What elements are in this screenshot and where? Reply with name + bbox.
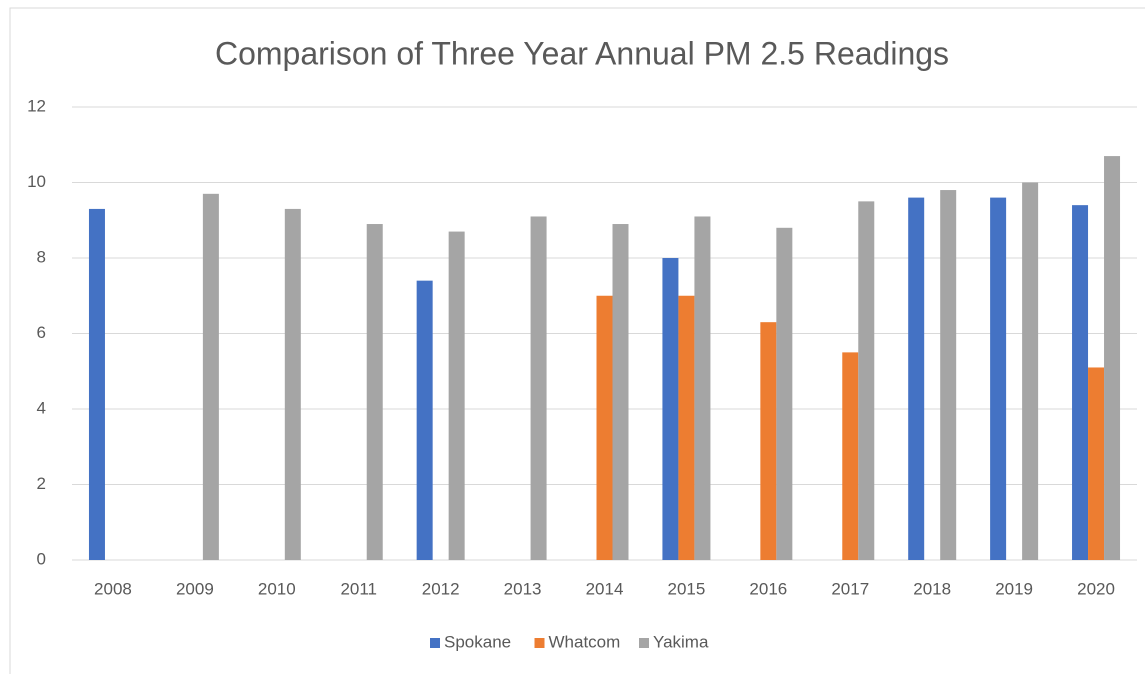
legend-swatch [639,638,649,648]
x-tick-label: 2009 [176,579,214,598]
bar [612,224,629,560]
bar [662,258,679,560]
bar [202,193,219,560]
x-tick-label: 2013 [504,579,542,598]
x-tick-label: 2008 [94,579,132,598]
bar [284,208,301,561]
y-tick-label: 10 [27,172,46,191]
chart-border [9,7,1145,674]
x-tick-label: 2012 [422,579,460,598]
bar [366,224,383,560]
x-tick-label: 2019 [995,579,1033,598]
bar [908,197,925,560]
bar [88,208,105,561]
bar [416,280,433,560]
bar [678,295,695,560]
x-tick-label: 2017 [831,579,869,598]
bar [1022,182,1039,560]
bar [990,197,1007,560]
bar [842,352,859,560]
y-tick-label: 8 [37,247,46,266]
bar [1104,156,1121,560]
bar [858,201,875,560]
bar [596,295,613,560]
y-tick-label: 4 [37,398,46,417]
legend-swatch [430,638,440,648]
bar [1088,367,1105,560]
x-tick-label: 2018 [913,579,951,598]
bar [940,190,957,561]
bar [448,231,465,560]
y-tick-label: 6 [37,323,46,342]
legend-label: Whatcom [549,632,621,651]
x-tick-label: 2020 [1077,579,1115,598]
x-tick-label: 2015 [668,579,706,598]
x-tick-label: 2016 [749,579,787,598]
x-tick-label: 2011 [340,579,377,598]
x-tick-label: 2014 [586,579,624,598]
bar [1072,205,1089,560]
legend-label: Yakima [653,632,709,651]
chart-title: Comparison of Three Year Annual PM 2.5 R… [215,35,949,71]
y-tick-label: 12 [27,96,46,115]
y-tick-label: 2 [37,474,46,493]
legend-swatch [534,638,545,648]
bar [694,216,711,560]
bar [530,216,547,560]
bar [776,227,793,561]
y-tick-label: 0 [37,549,46,568]
x-tick-label: 2010 [258,579,296,598]
bar [760,322,777,560]
legend-label: Spokane [444,632,511,651]
